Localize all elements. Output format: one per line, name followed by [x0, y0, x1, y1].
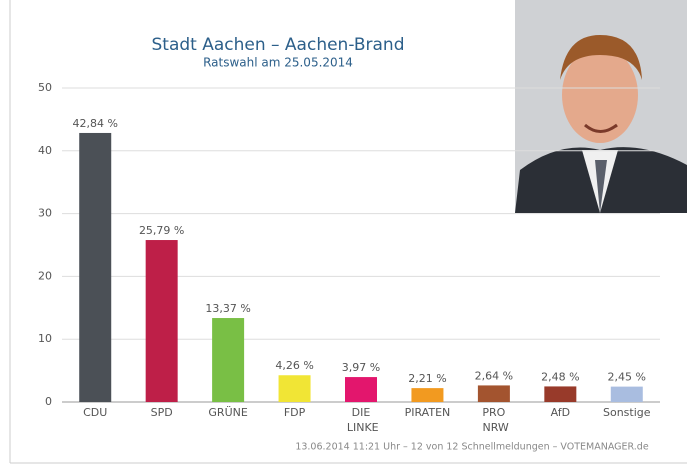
y-tick-label: 40 [38, 144, 52, 157]
value-label: 25,79 % [139, 224, 184, 237]
bar [477, 385, 510, 402]
x-tick-label: AfD [551, 406, 570, 419]
x-tick-label: PRO NRW [479, 406, 509, 434]
x-tick-label: GRÜNE [208, 406, 247, 419]
y-tick-label: 20 [38, 269, 52, 282]
bar [145, 240, 178, 402]
bar [345, 377, 377, 402]
chart-title: Stadt Aachen – Aachen-Brand [151, 35, 404, 55]
x-tick-label: PIRATEN [405, 406, 451, 419]
value-label: 4,26 % [275, 359, 313, 372]
bar [79, 132, 112, 403]
bar [610, 386, 643, 402]
footer: 13.06.2014 11:21 Uhr – 12 von 12 Schnell… [295, 442, 649, 453]
x-tick-label: FDP [284, 406, 306, 419]
value-label: 42,84 % [72, 117, 117, 130]
y-tick-label: 10 [38, 332, 52, 345]
y-tick-label: 30 [38, 207, 52, 220]
x-tick-label: DIE LINKE [343, 406, 378, 434]
value-label: 2,48 % [541, 370, 579, 383]
bar [411, 388, 444, 402]
y-tick-label: 50 [38, 81, 52, 94]
value-label: 13,37 % [205, 302, 250, 315]
x-tick-label: CDU [83, 406, 107, 419]
y-tick-label: 0 [45, 395, 52, 408]
bar [278, 375, 311, 402]
x-tick-label: Sonstige [603, 406, 651, 419]
photo [515, 0, 687, 213]
chart-subtitle: Ratswahl am 25.05.2014 [203, 56, 353, 70]
value-label: 2,21 % [408, 372, 446, 385]
value-label: 2,45 % [608, 371, 646, 384]
bar [544, 386, 577, 402]
value-label: 3,97 % [342, 361, 380, 374]
bar [212, 318, 245, 402]
value-label: 2,64 % [475, 369, 513, 382]
x-tick-label: SPD [151, 406, 173, 419]
